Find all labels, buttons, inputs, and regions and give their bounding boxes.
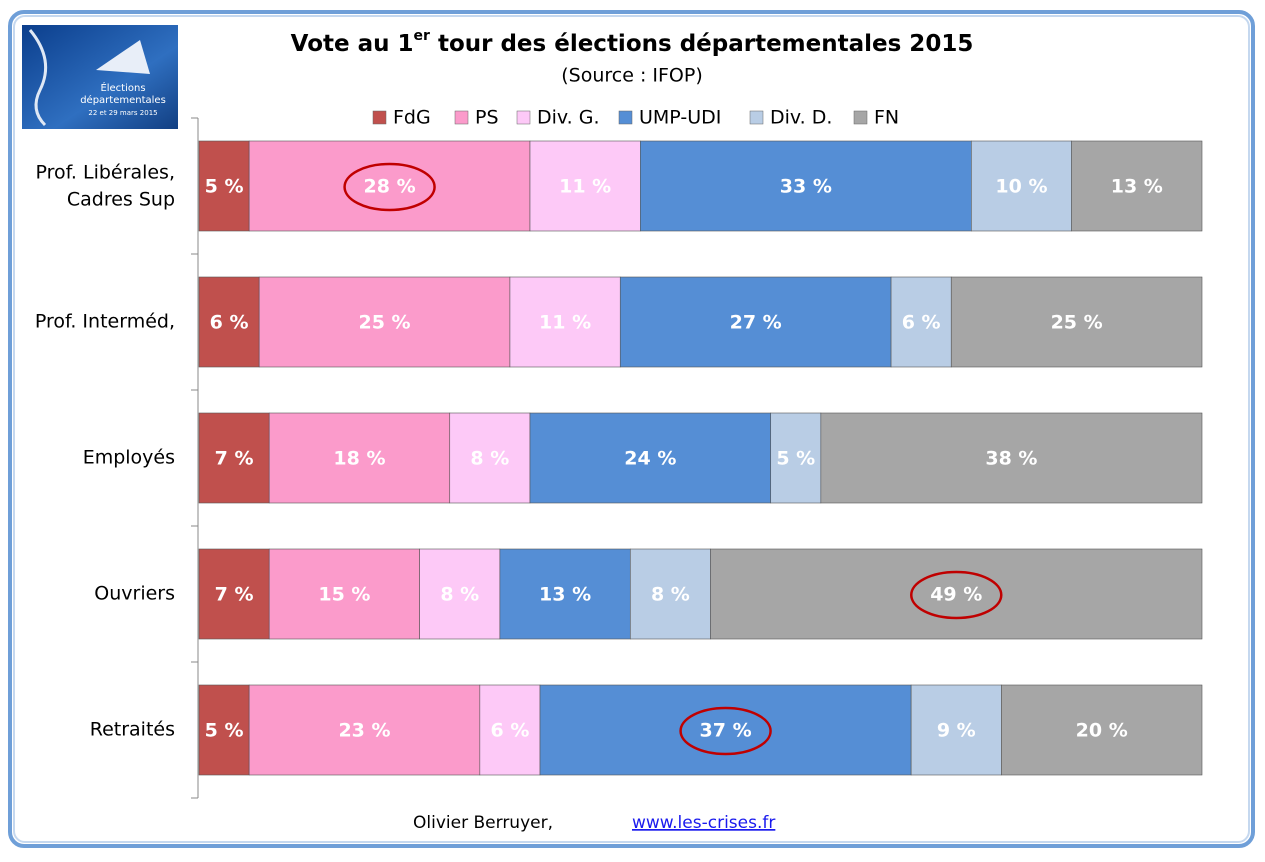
bar-segment [509,276,621,368]
value-label: 37 % [700,720,752,742]
legend-label: PS [475,107,499,129]
bar-segment [198,684,250,776]
bar-segment [198,276,260,368]
title-part: tour des élections départementales 2015 [430,31,973,57]
title-sup: er [414,28,430,44]
y-tick-label: Prof. Libérales, Cadres Sup [35,161,175,210]
highlight-circle [910,570,1003,620]
value-label: 8 % [470,448,509,470]
value-label: 15 % [318,584,370,606]
value-label: 11 % [539,312,591,334]
title-part: Vote au 1 [291,31,414,57]
bar-segment [890,276,952,368]
value-label: 8 % [440,584,479,606]
legend-label: Div. D. [770,107,832,129]
bar-segment [820,412,1203,504]
logo-text: Élections [100,81,145,94]
bar-segment [539,684,912,776]
bar-segment [419,548,501,640]
bar-segment [971,140,1072,232]
logo-profile [28,29,48,127]
legend-swatch [853,110,868,125]
highlight-circle [343,162,436,212]
frame [8,10,1255,848]
value-label: 10 % [995,176,1047,198]
value-label: 25 % [359,312,411,334]
bar-segment [268,548,420,640]
bar-segment [1071,140,1203,232]
value-label: 24 % [624,448,676,470]
value-label: 13 % [539,584,591,606]
bar-segment [1001,684,1203,776]
value-label: 7 % [215,448,254,470]
value-label: 28 % [364,176,416,198]
legend-swatch [516,110,531,125]
legend-label: FdG [393,107,431,129]
value-label: 20 % [1076,720,1128,742]
frame-inner [13,15,1250,843]
value-label: 5 % [776,448,815,470]
value-label: 8 % [651,584,690,606]
footer-link[interactable]: www.les-crises.fr [632,813,775,833]
logo-text: départementales [80,94,166,106]
value-label: 38 % [985,448,1037,470]
bar-segment [770,412,822,504]
value-label: 6 % [490,720,529,742]
value-label: 23 % [338,720,390,742]
bar-segment [910,684,1002,776]
bar-segment [640,140,972,232]
bar-segment [529,140,641,232]
logo-bg [22,25,178,129]
bar-segment [619,276,892,368]
value-label: 5 % [205,176,244,198]
bar-segment [449,412,531,504]
value-label: 7 % [215,584,254,606]
y-tick-label: Ouvriers [94,583,175,605]
legend-label: Div. G. [537,107,600,129]
logo-envelope [96,40,150,74]
highlight-circle [679,706,772,756]
value-label: 11 % [559,176,611,198]
bar-segment [258,276,511,368]
bar-segment [710,548,1203,640]
chart-title: Vote au 1er tour des élections départeme… [291,28,974,57]
y-tick-label: Employés [83,447,175,469]
y-tick-label: Retraités [90,719,175,741]
y-tick-label: Prof. Interméd, [35,311,175,333]
value-label: 13 % [1111,176,1163,198]
value-label: 6 % [902,312,941,334]
chart-subtitle: (Source : IFOP) [561,65,703,87]
legend-swatch [454,110,469,125]
legend-swatch [618,110,633,125]
value-label: 27 % [730,312,782,334]
legend-label: UMP-UDI [639,107,721,129]
bar-segment [248,684,481,776]
logo-dates: 22 et 29 mars 2015 [88,109,157,117]
bar-segment [198,140,250,232]
bar-segment [950,276,1203,368]
bar-segment [479,684,541,776]
bar-segment [268,412,451,504]
legend-swatch [749,110,764,125]
legend-swatch [372,110,387,125]
value-label: 6 % [210,312,249,334]
footer-author: Olivier Berruyer, [413,813,553,833]
value-label: 49 % [930,584,982,606]
value-label: 33 % [780,176,832,198]
value-label: 18 % [333,448,385,470]
value-label: 9 % [937,720,976,742]
bar-segment [198,412,270,504]
bar-segment [629,548,711,640]
value-label: 25 % [1051,312,1103,334]
logo: Élections départementales 22 et 29 mars … [22,25,178,129]
bar-segment [198,548,270,640]
bar-segment [499,548,631,640]
legend-label: FN [874,107,899,129]
value-label: 5 % [205,720,244,742]
